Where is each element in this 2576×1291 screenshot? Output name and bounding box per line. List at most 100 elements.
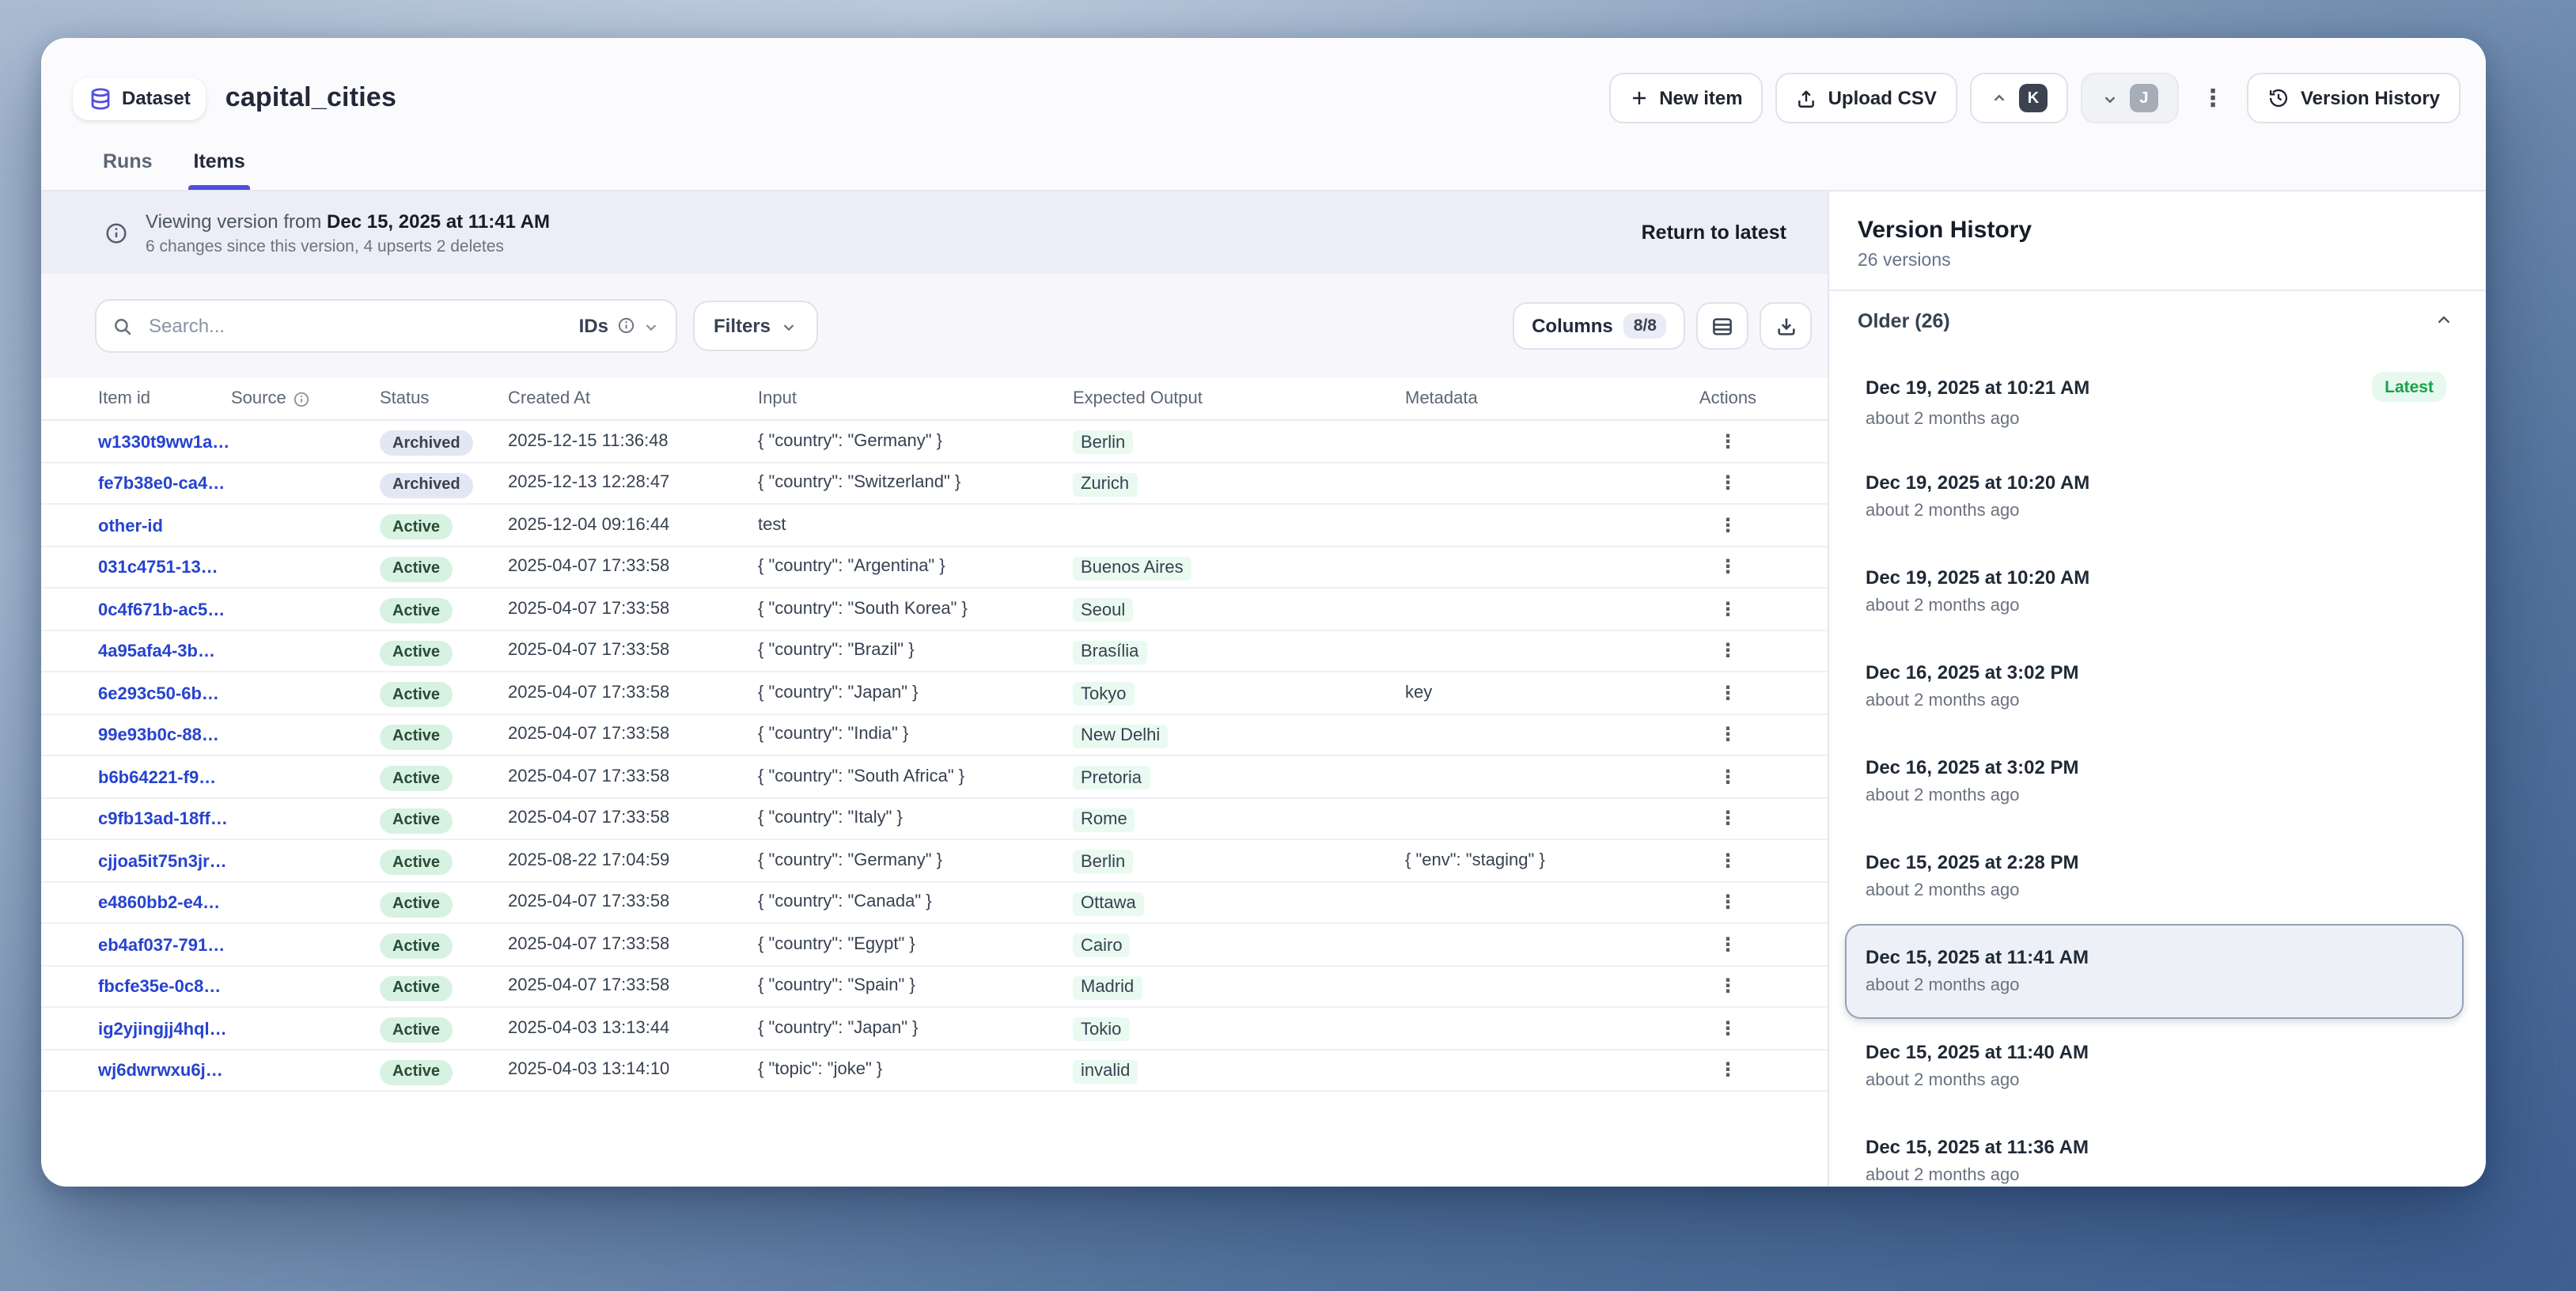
table-row[interactable]: eb4af037-791… Active 2025-04-07 17:33:58 { …	[41, 924, 1828, 966]
input-cell: { "country": "Spain" }	[758, 976, 915, 996]
item-id-link[interactable]: eb4af037-791…	[98, 936, 225, 956]
table-row[interactable]: fbcfe35e-0c8… Active 2025-04-07 17:33:58 { …	[41, 966, 1828, 1008]
primary-avatar-button[interactable]: K	[1969, 73, 2068, 123]
secondary-avatar-button[interactable]: J	[2080, 73, 2179, 123]
item-id-link[interactable]: 4a95afa4-3b…	[98, 642, 215, 662]
item-id-link[interactable]: c9fb13ad-18ff…	[98, 810, 228, 830]
item-id-link[interactable]: b6b64221-f9…	[98, 768, 217, 788]
expected-output-value: Zurich	[1073, 472, 1138, 497]
item-id-link[interactable]: w1330t9ww1a…	[98, 433, 230, 452]
row-actions-button[interactable]: ⋮	[1718, 430, 1737, 452]
table-row[interactable]: 99e93b0c-88… Active 2025-04-07 17:33:58 { "…	[41, 714, 1828, 756]
version-item[interactable]: Dec 16, 2025 at 3:02 PM about 2 months ag…	[1845, 639, 2464, 734]
column-header-status: Status	[380, 389, 430, 408]
table-row[interactable]: wj6dwrwxu6j… Active 2025-04-03 13:14:10 { "…	[41, 1050, 1828, 1092]
columns-button[interactable]: Columns 8/8	[1513, 302, 1685, 350]
item-id-link[interactable]: 99e93b0c-88…	[98, 726, 219, 746]
row-actions-button[interactable]: ⋮	[1718, 471, 1737, 494]
table-row[interactable]: cjjoa5it75n3jr… Active 2025-08-22 17:04:59…	[41, 840, 1828, 882]
row-density-button[interactable]	[1696, 302, 1748, 350]
version-item[interactable]: Dec 19, 2025 at 10:20 AM about 2 months a…	[1845, 449, 2464, 544]
table-row[interactable]: ig2yjingjj4hql… Active 2025-04-03 13:13:44…	[41, 1008, 1828, 1050]
item-id-link[interactable]: 0c4f671b-ac5…	[98, 600, 225, 620]
actions-cell: ⋮	[1680, 514, 1775, 536]
row-actions-button[interactable]: ⋮	[1718, 597, 1737, 620]
row-actions-button[interactable]: ⋮	[1718, 849, 1737, 872]
item-id-link[interactable]: wj6dwrwxu6j…	[98, 1062, 223, 1081]
item-id-link[interactable]: ig2yjingjj4hql…	[98, 1020, 227, 1039]
input-cell: { "country": "Japan" }	[758, 1018, 919, 1038]
version-item[interactable]: Dec 15, 2025 at 2:28 PM about 2 months ag…	[1845, 829, 2464, 924]
status-badge: Active	[380, 808, 453, 833]
table-row[interactable]: b6b64221-f9… Active 2025-04-07 17:33:58 { "…	[41, 756, 1828, 798]
item-id-link[interactable]: 031c4751-13…	[98, 558, 218, 578]
older-group-toggle[interactable]: Older (26)	[1829, 291, 2486, 339]
table-row[interactable]: 4a95afa4-3b… Active 2025-04-07 17:33:58 { "…	[41, 630, 1828, 672]
item-id-link[interactable]: e4860bb2-e4…	[98, 894, 221, 914]
version-item[interactable]: Dec 15, 2025 at 11:40 AM about 2 months a…	[1845, 1019, 2464, 1114]
row-actions-button[interactable]: ⋮	[1718, 765, 1737, 788]
search-input[interactable]	[146, 313, 566, 339]
expected-output-value: Tokio	[1073, 1017, 1130, 1042]
new-item-button[interactable]: New item	[1608, 73, 1763, 123]
table-row[interactable]: c9fb13ad-18ff… Active 2025-04-07 17:33:58 {…	[41, 798, 1828, 840]
version-item[interactable]: Dec 19, 2025 at 10:21 AM Latest about 2 mo…	[1845, 354, 2464, 449]
expected-output-cell: Pretoria	[1073, 763, 1405, 791]
download-button[interactable]	[1760, 302, 1812, 350]
version-history-button[interactable]: Version History	[2246, 73, 2460, 123]
row-actions-button[interactable]: ⋮	[1718, 1058, 1737, 1081]
upload-csv-button[interactable]: Upload CSV	[1775, 73, 1957, 123]
row-actions-button[interactable]: ⋮	[1718, 723, 1737, 746]
item-id-link[interactable]: other-id	[98, 517, 163, 536]
status-badge: Active	[380, 1059, 453, 1085]
table-rows-icon	[1710, 314, 1734, 338]
version-item[interactable]: Dec 19, 2025 at 10:20 AM about 2 months a…	[1845, 544, 2464, 639]
item-id-link[interactable]: fbcfe35e-0c8…	[98, 978, 222, 998]
table-row[interactable]: other-id Active 2025-12-04 09:16:44 test ⋮	[41, 505, 1828, 547]
item-id-cell: 0c4f671b-ac5…	[98, 595, 231, 623]
row-actions-button[interactable]: ⋮	[1718, 807, 1737, 830]
version-item-selected[interactable]: Dec 15, 2025 at 11:41 AM about 2 months a…	[1845, 923, 2464, 1019]
input-cell: { "country": "Italy" }	[758, 808, 903, 828]
status-cell: Active	[380, 846, 508, 875]
version-date: Dec 19, 2025 at 10:21 AM	[1866, 376, 2090, 399]
expected-output-value: Berlin	[1073, 850, 1134, 874]
return-to-latest-link[interactable]: Return to latest	[1641, 221, 1786, 244]
table-row[interactable]: e4860bb2-e4… Active 2025-04-07 17:33:58 { "…	[41, 882, 1828, 924]
table-row[interactable]: 031c4751-13… Active 2025-04-07 17:33:58 { "…	[41, 547, 1828, 589]
created-at-cell: 2025-04-07 17:33:58	[508, 976, 670, 996]
search-box[interactable]: IDs	[95, 299, 677, 353]
header-overflow-button[interactable]: ⋮	[2191, 73, 2234, 123]
chevron-down-icon	[2101, 89, 2119, 107]
actions-cell: ⋮	[1680, 724, 1775, 746]
row-actions-button[interactable]: ⋮	[1718, 933, 1737, 956]
item-id-link[interactable]: 6e293c50-6b…	[98, 684, 219, 704]
row-actions-button[interactable]: ⋮	[1718, 555, 1737, 578]
tab-items[interactable]: Items	[188, 150, 250, 190]
row-actions-button[interactable]: ⋮	[1718, 975, 1737, 998]
table-row[interactable]: 6e293c50-6b… Active 2025-04-07 17:33:58 { "…	[41, 672, 1828, 714]
created-at-cell: 2025-12-15 11:36:48	[508, 431, 669, 451]
version-item[interactable]: Dec 16, 2025 at 3:02 PM about 2 months ag…	[1845, 734, 2464, 829]
row-actions-button[interactable]: ⋮	[1718, 681, 1737, 704]
upload-icon	[1797, 88, 1817, 108]
row-actions-button[interactable]: ⋮	[1718, 513, 1737, 536]
row-actions-button[interactable]: ⋮	[1718, 639, 1737, 662]
search-scope-dropdown[interactable]: IDs	[579, 315, 660, 337]
expected-output-value: Pretoria	[1073, 766, 1150, 790]
version-item[interactable]: Dec 15, 2025 at 11:36 AM about 2 months a…	[1845, 1114, 2464, 1187]
table-row[interactable]: 0c4f671b-ac5… Active 2025-04-07 17:33:58 { …	[41, 589, 1828, 630]
latest-badge: Latest	[2372, 372, 2446, 403]
version-relative-time: about 2 months ago	[1866, 691, 2020, 710]
item-id-link[interactable]: fe7b38e0-ca4…	[98, 475, 225, 494]
table-row[interactable]: w1330t9ww1a… Archived 2025-12-15 11:36:48 {…	[41, 421, 1828, 463]
item-id-link[interactable]: cjjoa5it75n3jr…	[98, 852, 227, 872]
tab-runs[interactable]: Runs	[103, 150, 153, 172]
row-actions-button[interactable]: ⋮	[1718, 891, 1737, 914]
version-date: Dec 16, 2025 at 3:02 PM	[1866, 661, 2079, 683]
expected-output-cell: Berlin	[1073, 427, 1405, 456]
created-at-cell: 2025-12-04 09:16:44	[508, 515, 670, 535]
row-actions-button[interactable]: ⋮	[1718, 1017, 1737, 1039]
filters-button[interactable]: Filters	[693, 301, 819, 351]
table-row[interactable]: fe7b38e0-ca4… Archived 2025-12-13 12:28:47…	[41, 463, 1828, 505]
